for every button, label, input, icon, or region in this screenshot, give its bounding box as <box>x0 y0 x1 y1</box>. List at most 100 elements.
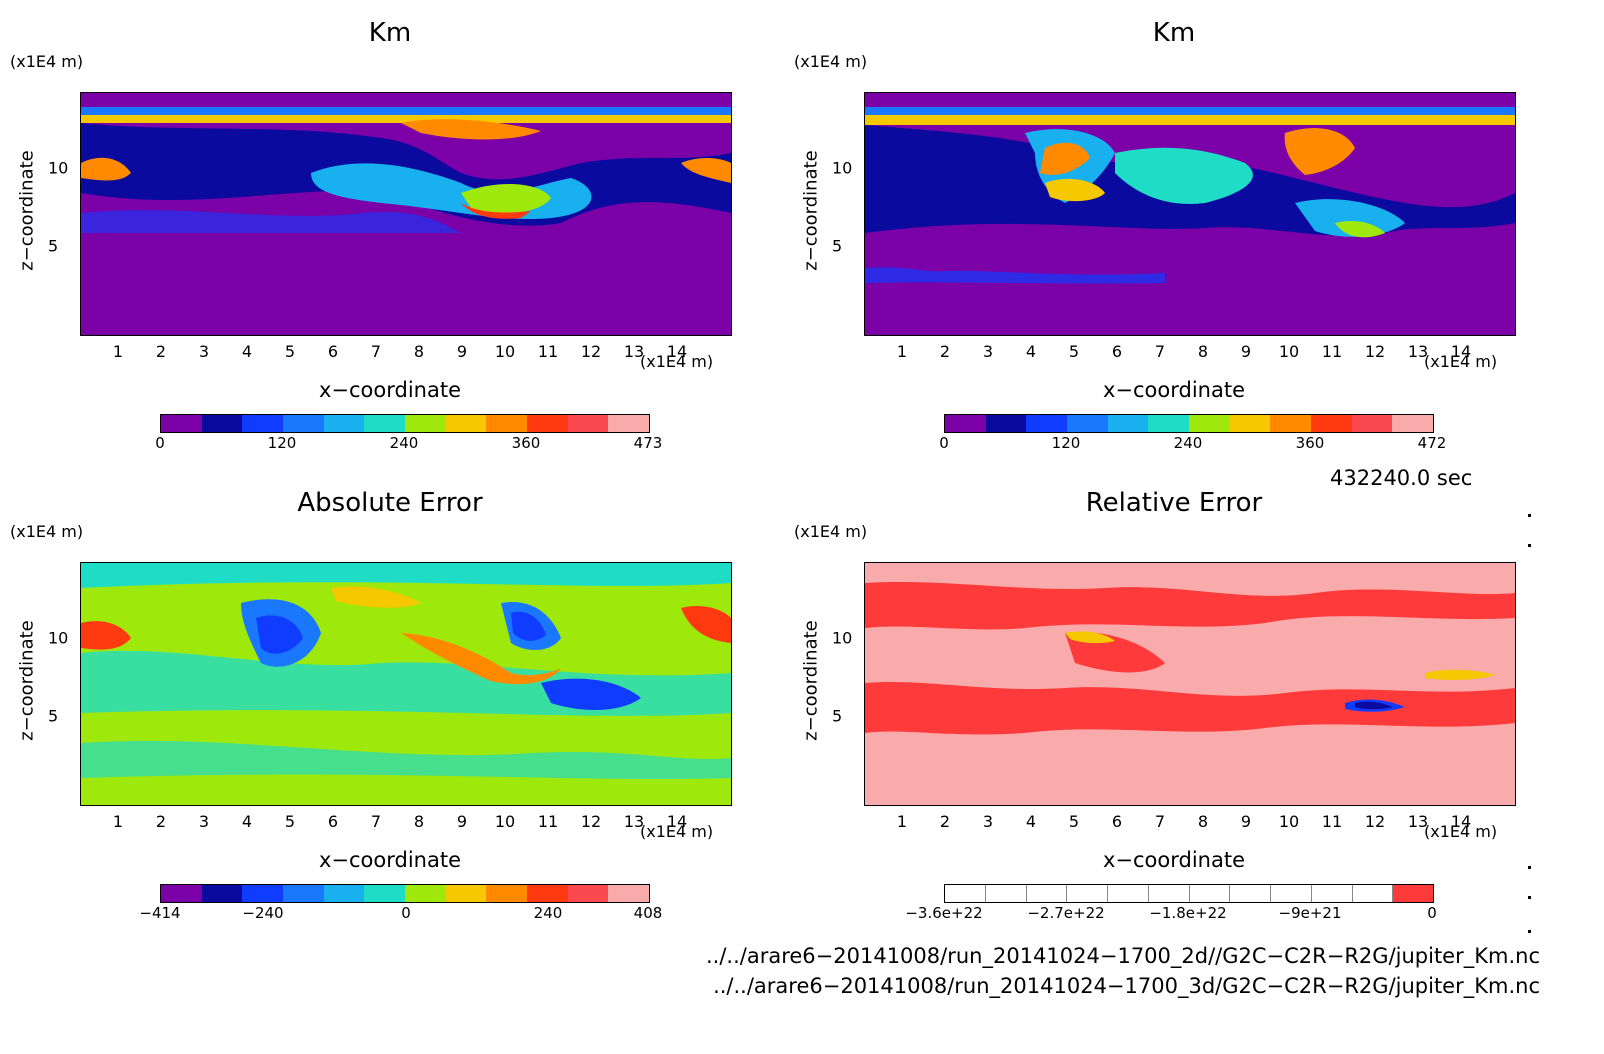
colorbar-label: 0 <box>1427 904 1437 922</box>
x-tick: 5 <box>284 812 296 831</box>
decoration-dot <box>1528 544 1531 547</box>
z-tick: 10 <box>832 158 853 178</box>
colorbar-segment <box>1148 885 1190 902</box>
colorbar-segment <box>445 415 487 432</box>
colorbar-segment <box>945 885 986 902</box>
colorbar-segment <box>1189 885 1231 902</box>
x-unit-label: (x1E4 m) <box>640 822 714 841</box>
x-tick: 11 <box>1321 812 1343 831</box>
x-tick: 4 <box>1025 342 1037 361</box>
colorbar-segment <box>1067 415 1108 432</box>
contour-plot <box>80 562 732 806</box>
colorbar-segment <box>1311 415 1352 432</box>
contour-plot <box>80 92 732 336</box>
colorbar-segment <box>201 885 243 902</box>
z-tick: 5 <box>832 236 843 256</box>
x-unit-label: (x1E4 m) <box>640 352 714 371</box>
x-tick: 10 <box>494 812 516 831</box>
y-axis-label: z−coordinate <box>800 150 822 271</box>
x-tick: 1 <box>896 342 908 361</box>
contour-svg <box>865 93 1515 335</box>
x-tick: 4 <box>1025 812 1037 831</box>
colorbar <box>944 414 1434 433</box>
x-tick: 12 <box>580 342 602 361</box>
colorbar-segment <box>242 885 284 902</box>
x-tick: 1 <box>112 812 124 831</box>
colorbar-label: 360 <box>511 434 541 452</box>
x-tick: 7 <box>370 812 382 831</box>
x-tick: 12 <box>1364 812 1386 831</box>
colorbar-segment <box>405 415 446 432</box>
colorbar <box>160 414 650 433</box>
colorbar-label: 240 <box>533 904 563 922</box>
x-tick: 8 <box>1197 812 1209 831</box>
contour-svg <box>81 93 731 335</box>
x-tick: 1 <box>896 812 908 831</box>
x-axis-label: x−coordinate <box>318 378 462 402</box>
x-tick: 14 <box>1450 342 1472 361</box>
panel-title: Absolute Error <box>297 488 483 518</box>
colorbar-label: −414 <box>139 904 181 922</box>
x-tick: 11 <box>537 342 559 361</box>
x-tick: 13 <box>623 812 645 831</box>
colorbar-label: 240 <box>1173 434 1203 452</box>
colorbar-segment <box>1351 415 1393 432</box>
colorbar-segment <box>608 885 650 902</box>
colorbar-segment <box>283 415 324 432</box>
colorbar-segment <box>527 885 568 902</box>
colorbar-label: 0 <box>401 904 411 922</box>
panel-title: Km <box>1152 18 1196 48</box>
panel-km-2d: Km (x1E4 m) z−coordinate 10 5 1 2 3 4 5 … <box>0 0 760 480</box>
file-path-2d: ../../arare6−20141008/run_20141024−1700_… <box>705 944 1540 968</box>
colorbar-segment <box>364 885 406 902</box>
colorbar-label: 240 <box>389 434 419 452</box>
x-tick: 6 <box>1111 812 1123 831</box>
x-tick: 1 <box>112 342 124 361</box>
x-tick: 3 <box>198 812 210 831</box>
x-axis-label: x−coordinate <box>318 848 462 872</box>
colorbar-segment <box>1230 885 1271 902</box>
colorbar-segment <box>486 415 528 432</box>
colorbar-segment <box>1107 415 1149 432</box>
z-tick: 5 <box>48 706 59 726</box>
x-axis-label: x−coordinate <box>1102 848 1246 872</box>
z-unit-label: (x1E4 m) <box>794 522 868 541</box>
x-axis-label: x−coordinate <box>1102 378 1246 402</box>
x-tick: 12 <box>1364 342 1386 361</box>
colorbar-label: 120 <box>267 434 297 452</box>
colorbar-segment <box>985 415 1027 432</box>
decoration-dot <box>1528 930 1531 933</box>
colorbar-segment <box>323 415 365 432</box>
x-tick: 2 <box>939 342 951 361</box>
colorbar-label: −2.7e+22 <box>1027 904 1105 922</box>
decoration-dot <box>1528 896 1531 899</box>
colorbar-segment <box>1271 885 1312 902</box>
z-unit-label: (x1E4 m) <box>10 522 84 541</box>
colorbar-segment <box>1026 885 1068 902</box>
colorbar-segment <box>1311 885 1353 902</box>
colorbar-segment <box>242 415 284 432</box>
x-tick: 5 <box>1068 812 1080 831</box>
panel-title: Km <box>368 18 412 48</box>
x-tick: 13 <box>623 342 645 361</box>
x-tick: 8 <box>413 342 425 361</box>
panel-km-3d: Km (x1E4 m) z−coordinate 10 5 1 2 3 4 5 … <box>784 0 1544 480</box>
x-tick: 3 <box>982 812 994 831</box>
colorbar-segment <box>283 885 324 902</box>
colorbar-segment <box>1026 415 1068 432</box>
colorbar-segment <box>405 885 446 902</box>
x-tick: 2 <box>155 342 167 361</box>
colorbar-label: 120 <box>1051 434 1081 452</box>
y-axis-label: z−coordinate <box>16 620 38 741</box>
colorbar-segment <box>1108 885 1149 902</box>
panel-relative-error: Relative Error (x1E4 m) z−coordinate 10 … <box>784 470 1544 950</box>
x-tick: 8 <box>1197 342 1209 361</box>
colorbar-segment <box>364 415 406 432</box>
colorbar-segment <box>567 885 609 902</box>
colorbar-label: 360 <box>1295 434 1325 452</box>
x-tick: 9 <box>456 812 468 831</box>
colorbar-label: 408 <box>633 904 663 922</box>
x-tick: 10 <box>1278 812 1300 831</box>
x-tick: 8 <box>413 812 425 831</box>
x-tick: 13 <box>1407 342 1429 361</box>
